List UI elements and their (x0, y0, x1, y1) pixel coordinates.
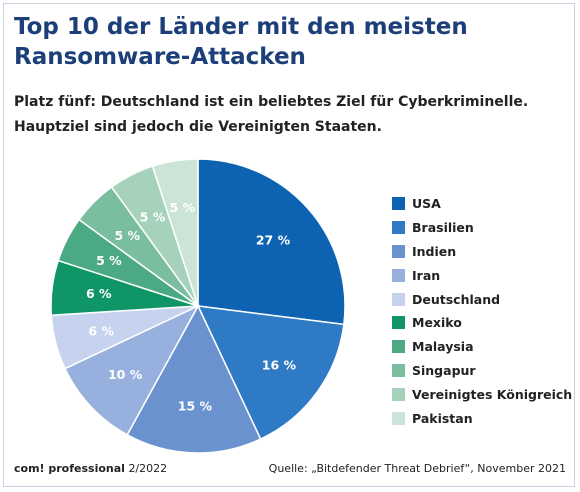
legend-swatch (392, 316, 405, 330)
legend-swatch (392, 387, 405, 401)
data-label-brasilien: 16 % (262, 357, 297, 372)
chart-title: Top 10 der Länder mit den meisten Ransom… (14, 14, 468, 70)
legend-item-singapur: Singapur (392, 359, 572, 383)
legend-swatch (392, 340, 405, 354)
data-label-deutschland: 6 % (88, 323, 114, 338)
legend-label: Singapur (412, 362, 476, 378)
legend-item-iran: Iran (392, 263, 572, 287)
footer-issue: 2/2022 (128, 462, 168, 475)
legend-label: Deutschland (412, 291, 501, 307)
legend-label: Brasilien (412, 220, 474, 236)
pie-slice-iran (63, 304, 200, 436)
legend-item-indien: Indien (392, 240, 572, 264)
pie-slice-indien (126, 304, 262, 454)
legend-item-malaysia: Malaysia (392, 335, 572, 359)
legend-item-usa: USA (392, 192, 572, 216)
legend-label: Vereinigtes Königreich (412, 386, 573, 402)
legend: USA Brasilien Indien Iran Deutschland Mexiko M… (392, 192, 572, 430)
pie-slice-brasilien (196, 305, 345, 441)
legend-label: Mexiko (412, 315, 462, 331)
footer-credit: com! professional 2/2022 (14, 462, 167, 475)
legend-label: Pakistan (412, 410, 473, 426)
legend-swatch (392, 268, 405, 282)
legend-item-brasilien: Brasilien (392, 216, 572, 240)
legend-label: Indien (412, 243, 457, 259)
data-label-mexiko: 6 % (86, 286, 112, 301)
data-label-iran: 10 % (108, 367, 143, 382)
data-label-usa: 27 % (256, 232, 291, 247)
data-label-vereinigtes-k-nigreich: 5 % (140, 209, 166, 224)
data-label-malaysia: 5 % (96, 253, 122, 268)
legend-item-deutschland: Deutschland (392, 287, 572, 311)
pie-slice-pakistan (151, 158, 199, 307)
chart-subtitle: Platz fünf: Deutschland ist ein beliebte… (14, 94, 529, 135)
pie-slice-usa (197, 158, 346, 326)
legend-item-mexiko: Mexiko (392, 311, 572, 335)
legend-swatch (392, 221, 405, 235)
data-label-singapur: 5 % (115, 228, 141, 243)
legend-swatch (392, 244, 405, 258)
data-label-indien: 15 % (178, 398, 213, 413)
legend-label: Iran (412, 267, 441, 283)
legend-label: USA (412, 196, 441, 212)
data-label-pakistan: 5 % (170, 200, 196, 215)
legend-swatch (392, 411, 405, 425)
legend-swatch (392, 363, 405, 377)
legend-item-vereinigtes-k-nigreich: Vereinigtes Königreich (392, 382, 572, 406)
legend-label: Malaysia (412, 339, 474, 355)
footer-brand: com! professional (14, 462, 125, 475)
footer-source: Quelle: „Bitdefender Threat Debrief“, No… (268, 462, 566, 475)
legend-swatch (392, 197, 405, 211)
legend-swatch (392, 292, 405, 306)
legend-item-pakistan: Pakistan (392, 406, 572, 430)
